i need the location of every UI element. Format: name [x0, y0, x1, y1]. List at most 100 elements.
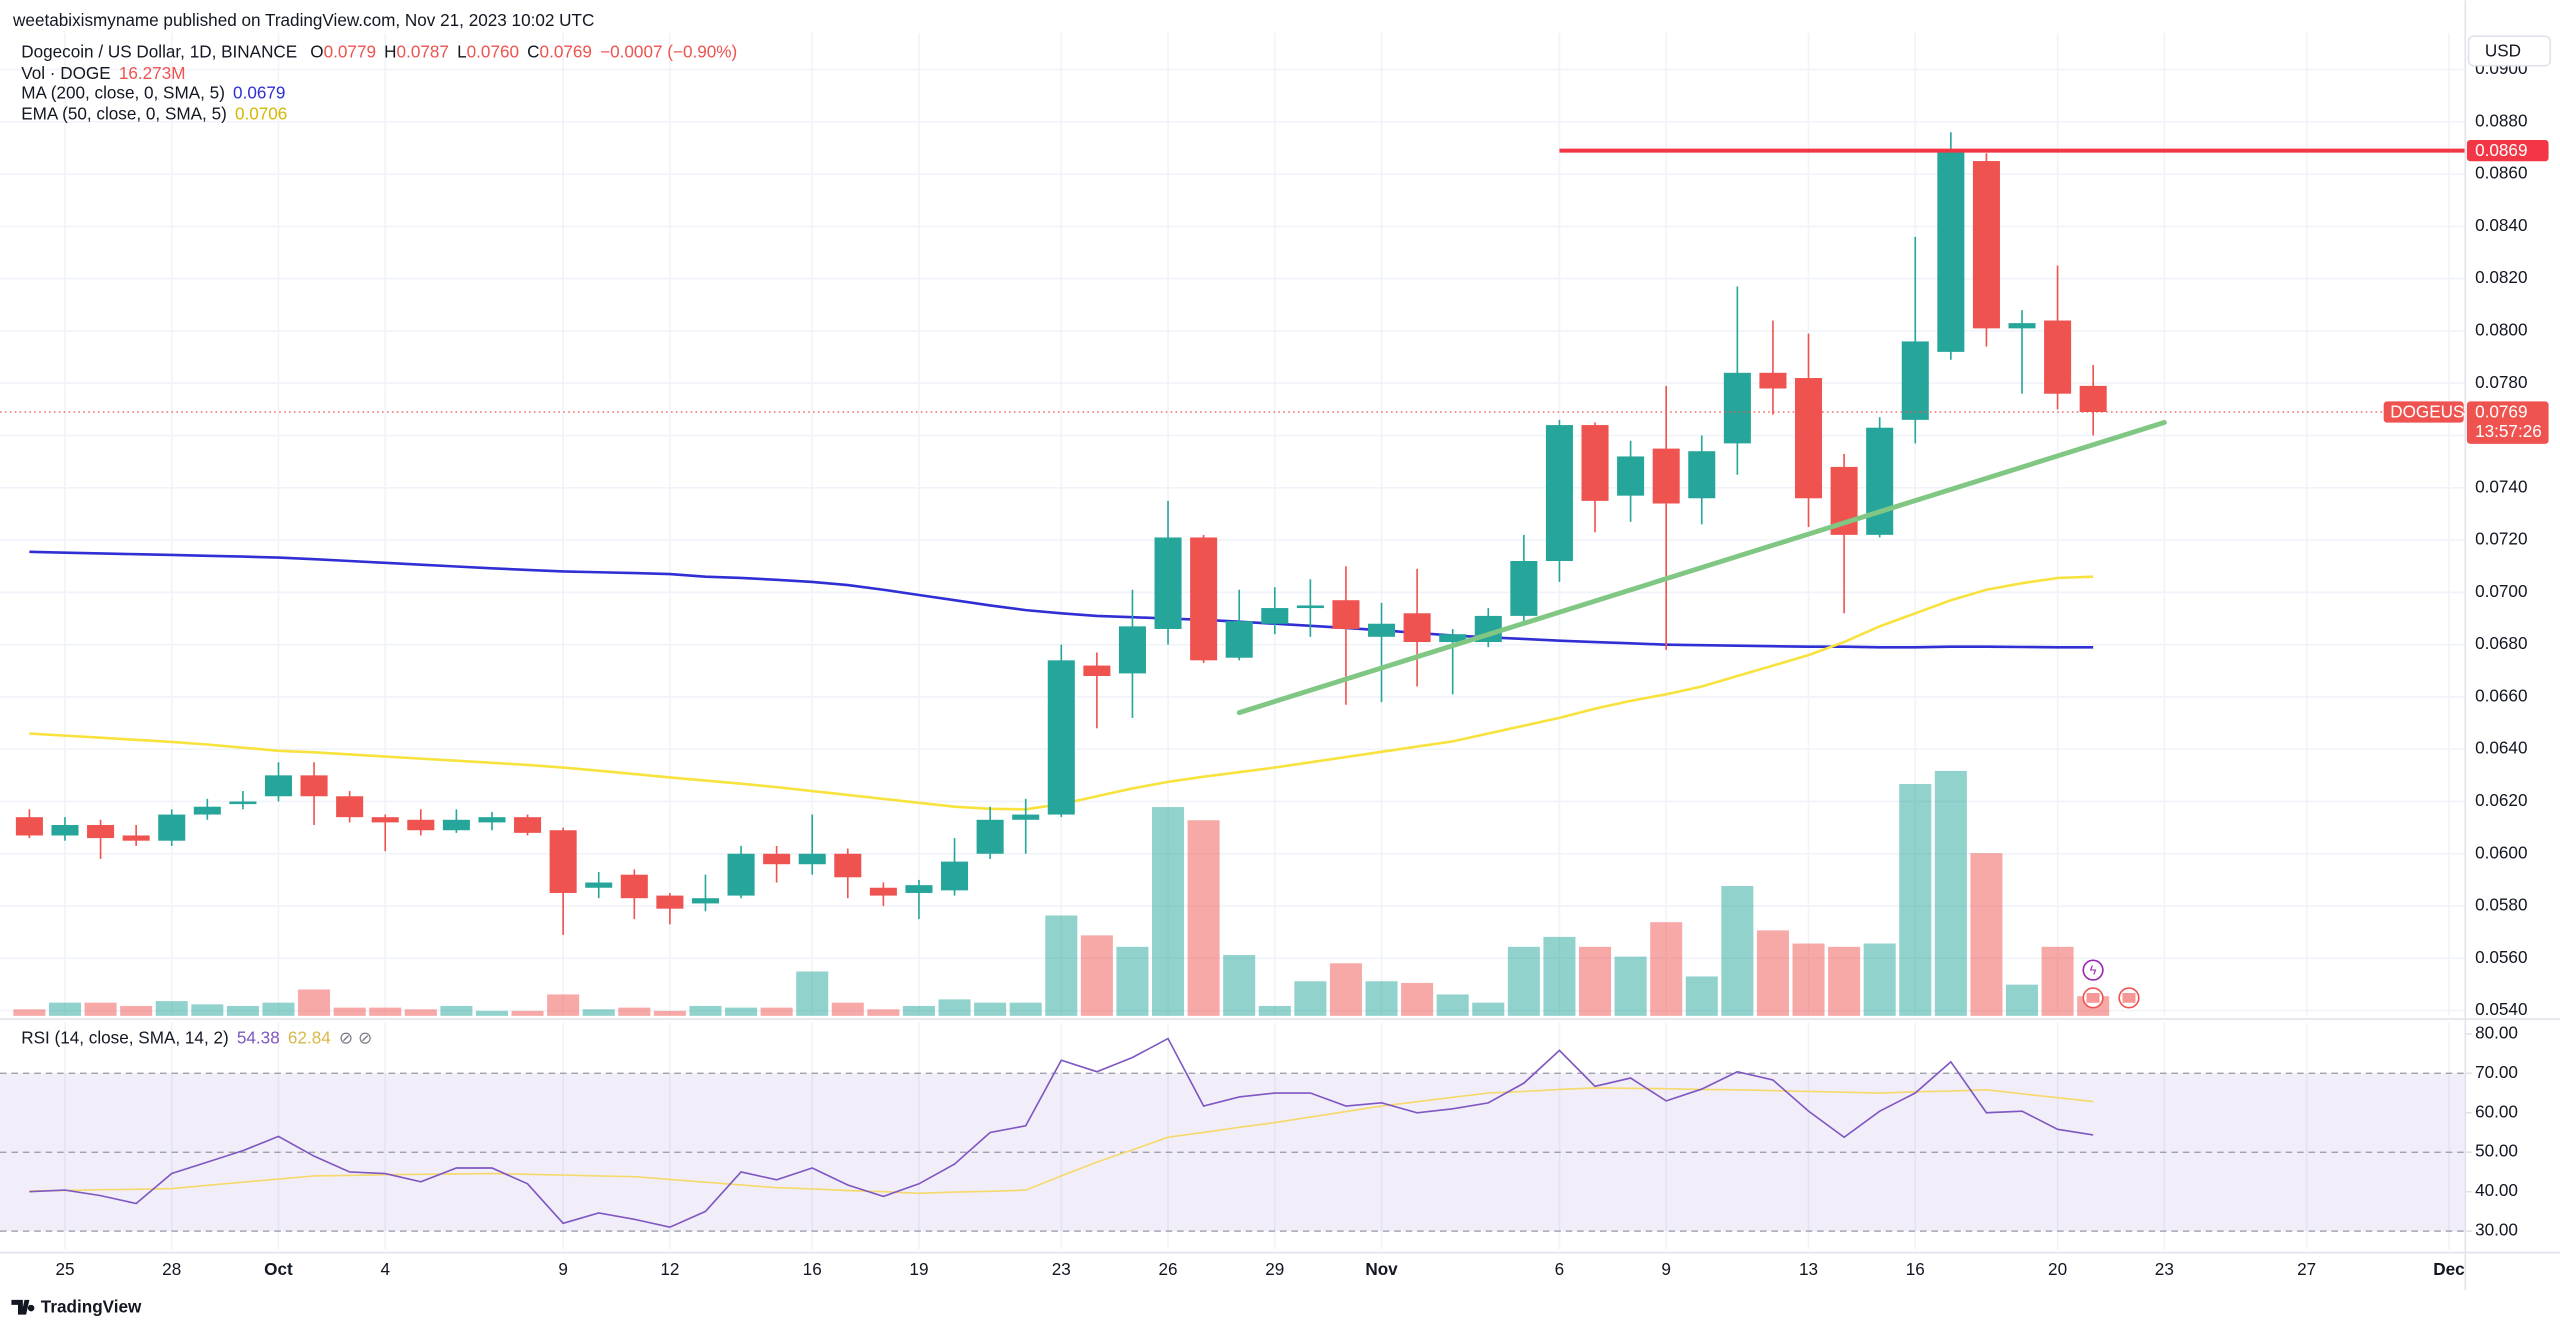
- y-tick-label: 0.0720: [2475, 529, 2527, 549]
- ma-value: 0.0679: [233, 82, 285, 102]
- candle-body: [1012, 814, 1040, 820]
- candle-body: [1972, 161, 2000, 329]
- event-icon[interactable]: [2082, 959, 2104, 981]
- candle-body: [585, 882, 613, 888]
- ohlc-value: 0.0779: [324, 41, 376, 61]
- candle-body: [1403, 613, 1431, 643]
- flag-glyph: [2086, 992, 2100, 1003]
- volume-bar: [404, 1009, 437, 1016]
- y-tick-label: 0.0820: [2475, 267, 2527, 287]
- candle-body: [763, 853, 791, 865]
- volume-bar: [511, 1010, 544, 1016]
- rsi-tick-label: 70.00: [2475, 1062, 2518, 1082]
- volume-bar: [333, 1007, 366, 1016]
- volume-bar: [1650, 922, 1683, 1016]
- ma-legend: MA (200, close, 0, SMA, 5) 0.0679: [21, 82, 285, 102]
- rsi-ma-line: [29, 1087, 2094, 1195]
- rsi-tick-label: 80.00: [2475, 1022, 2518, 1042]
- candle-body: [1439, 634, 1467, 643]
- candle-body: [1688, 451, 1716, 499]
- x-tick-label: 16: [1906, 1259, 1925, 1279]
- volume-bar: [369, 1007, 402, 1016]
- candle-body: [1617, 456, 1645, 496]
- candle-body: [1296, 605, 1324, 609]
- x-tick-label: 9: [1661, 1259, 1671, 1279]
- volume-bar: [1934, 770, 1967, 1016]
- y-tick-label: 0.0700: [2475, 581, 2527, 601]
- volume-bar: [440, 1005, 473, 1016]
- y-tick-label: 0.0620: [2475, 790, 2527, 810]
- x-tick-label: 4: [380, 1259, 390, 1279]
- trend-line: [1236, 420, 2167, 716]
- candle-body: [834, 853, 862, 878]
- currency[interactable]: USD: [2485, 40, 2521, 60]
- volume-bar: [1543, 936, 1576, 1016]
- ohlc-value: 0.0787: [397, 41, 449, 61]
- candle-body: [2008, 323, 2036, 329]
- candle-body: [620, 874, 648, 899]
- volume-bar: [1045, 915, 1078, 1016]
- indicator-line: [29, 550, 2094, 649]
- ohlc-value: 0.0760: [467, 41, 519, 61]
- candle-body: [442, 819, 470, 831]
- candle-body: [193, 806, 221, 815]
- volume-bar: [1436, 994, 1469, 1016]
- rsi-ma-value: 62.84: [288, 1027, 331, 1047]
- volume-bar: [1258, 1005, 1291, 1016]
- rsi-tick-label: 40.00: [2475, 1180, 2518, 1200]
- ma-name: MA (200, close, 0, SMA, 5): [21, 82, 225, 102]
- volume-bar: [1899, 783, 1932, 1016]
- candle-body: [1261, 608, 1289, 624]
- rsi-line: [29, 1037, 2094, 1229]
- candle-body: [2079, 385, 2107, 413]
- y-tick-label: 0.0680: [2475, 633, 2527, 653]
- volume-bar: [226, 1005, 259, 1016]
- rsi-tick-label: 50.00: [2475, 1141, 2518, 1161]
- candle-body: [1510, 561, 1538, 616]
- brand-logo: [11, 1299, 35, 1315]
- countdown-label: 13:57:26: [2475, 421, 2542, 441]
- y-tick-label: 0.0580: [2475, 895, 2527, 915]
- volume-bar: [1579, 946, 1612, 1016]
- ohlc-value: 0.0769: [540, 41, 592, 61]
- candle-body: [514, 817, 542, 833]
- brand: TradingView: [41, 1297, 142, 1317]
- volume-bar: [902, 1005, 935, 1016]
- y-tick-label: 0.0540: [2475, 999, 2527, 1019]
- rsi-legend: RSI (14, close, SMA, 14, 2) 54.38 62.84 ⊘ ⊘: [21, 1027, 372, 1047]
- volume-bar: [1223, 955, 1256, 1016]
- volume-bar: [1152, 807, 1185, 1016]
- change-value: −0.0007 (−0.90%): [600, 41, 737, 61]
- candle-body: [158, 814, 186, 841]
- volume-bar: [618, 1007, 651, 1016]
- y-tick-label: 0.0660: [2475, 685, 2527, 705]
- volume-bar: [1828, 946, 1861, 1016]
- candle-body: [1545, 425, 1573, 562]
- candle-body: [1368, 623, 1396, 637]
- volume-bar: [191, 1004, 224, 1016]
- candle-body: [1866, 427, 1894, 535]
- currency-box[interactable]: [2467, 35, 2552, 67]
- candle-body: [1083, 665, 1111, 677]
- y-tick-label: 0.0560: [2475, 947, 2527, 967]
- candle-body: [869, 887, 897, 896]
- ema-name: EMA (50, close, 0, SMA, 5): [21, 103, 227, 123]
- volume-bar: [13, 1009, 46, 1016]
- volume-bar: [1401, 982, 1434, 1016]
- candle-body: [656, 895, 684, 909]
- candle-body: [798, 853, 826, 865]
- volume-bar: [298, 989, 331, 1016]
- x-tick-label: Dec: [2433, 1259, 2465, 1279]
- candle-body: [300, 775, 328, 797]
- y-tick-label: 0.0800: [2475, 320, 2527, 340]
- volume-bar: [1365, 981, 1398, 1016]
- candle-body: [2044, 320, 2072, 394]
- volume-bar: [475, 1010, 508, 1016]
- x-tick-label: 12: [660, 1259, 679, 1279]
- volume-legend: Vol · DOGE 16.273M: [21, 62, 185, 82]
- annotations: [0, 148, 2466, 716]
- hline-price-box: [2466, 139, 2549, 162]
- x-tick-label: 13: [1799, 1259, 1818, 1279]
- y-tick-label: 0.0840: [2475, 215, 2527, 235]
- candle-body: [1759, 372, 1787, 389]
